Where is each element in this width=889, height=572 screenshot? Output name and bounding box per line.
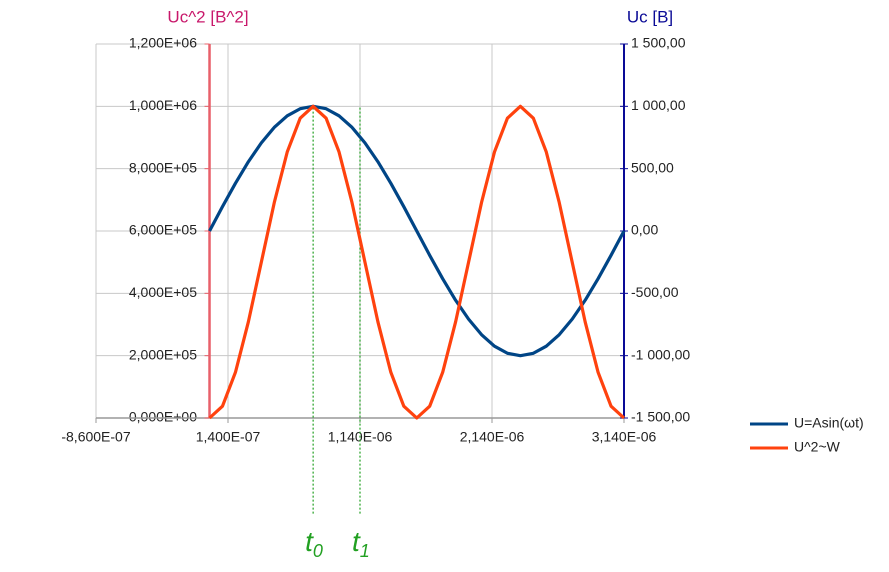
y2-tick-label: -1 500,00: [631, 409, 690, 425]
y-tick-label: 0,000E+00: [129, 409, 197, 425]
y-tick-label: 1,200E+06: [129, 35, 197, 51]
x-tick-label: 2,140E-06: [460, 429, 525, 445]
y-tick-label: 1,000E+06: [129, 97, 197, 113]
series-line: [208, 104, 626, 358]
annotation-subscript: 1: [360, 541, 370, 561]
y-tick-label: 2,000E+05: [129, 346, 197, 362]
y-tick-label: 8,000E+05: [129, 159, 197, 175]
y-tick-label: 4,000E+05: [129, 284, 197, 300]
y2-axis-title: Uc [B]: [627, 7, 673, 26]
legend-label: U=Asin(ωt): [794, 415, 864, 431]
y-axis-title: Uc^2 [B^2]: [167, 7, 248, 26]
y-tick-label: 6,000E+05: [129, 222, 197, 238]
x-tick-label: -8,600E-07: [61, 429, 130, 445]
annotation-label: t0: [305, 526, 323, 560]
annotation-text: t: [352, 526, 361, 557]
y2-tick-label: -500,00: [631, 284, 679, 300]
y2-tick-label: 500,00: [631, 159, 674, 175]
x-tick-label: 1,400E-07: [196, 429, 261, 445]
series-line: [208, 104, 626, 420]
annotation-text: t: [305, 526, 314, 557]
x-tick-label: 3,140E-06: [592, 429, 657, 445]
legend-label: U^2~W: [794, 439, 841, 455]
y2-tick-label: 1 000,00: [631, 97, 686, 113]
y2-tick-label: 0,00: [631, 222, 658, 238]
annotation-label: t1: [352, 526, 370, 560]
y2-tick-label: -1 000,00: [631, 346, 690, 362]
annotation-subscript: 0: [313, 541, 323, 561]
y2-tick-label: 1 500,00: [631, 35, 686, 51]
